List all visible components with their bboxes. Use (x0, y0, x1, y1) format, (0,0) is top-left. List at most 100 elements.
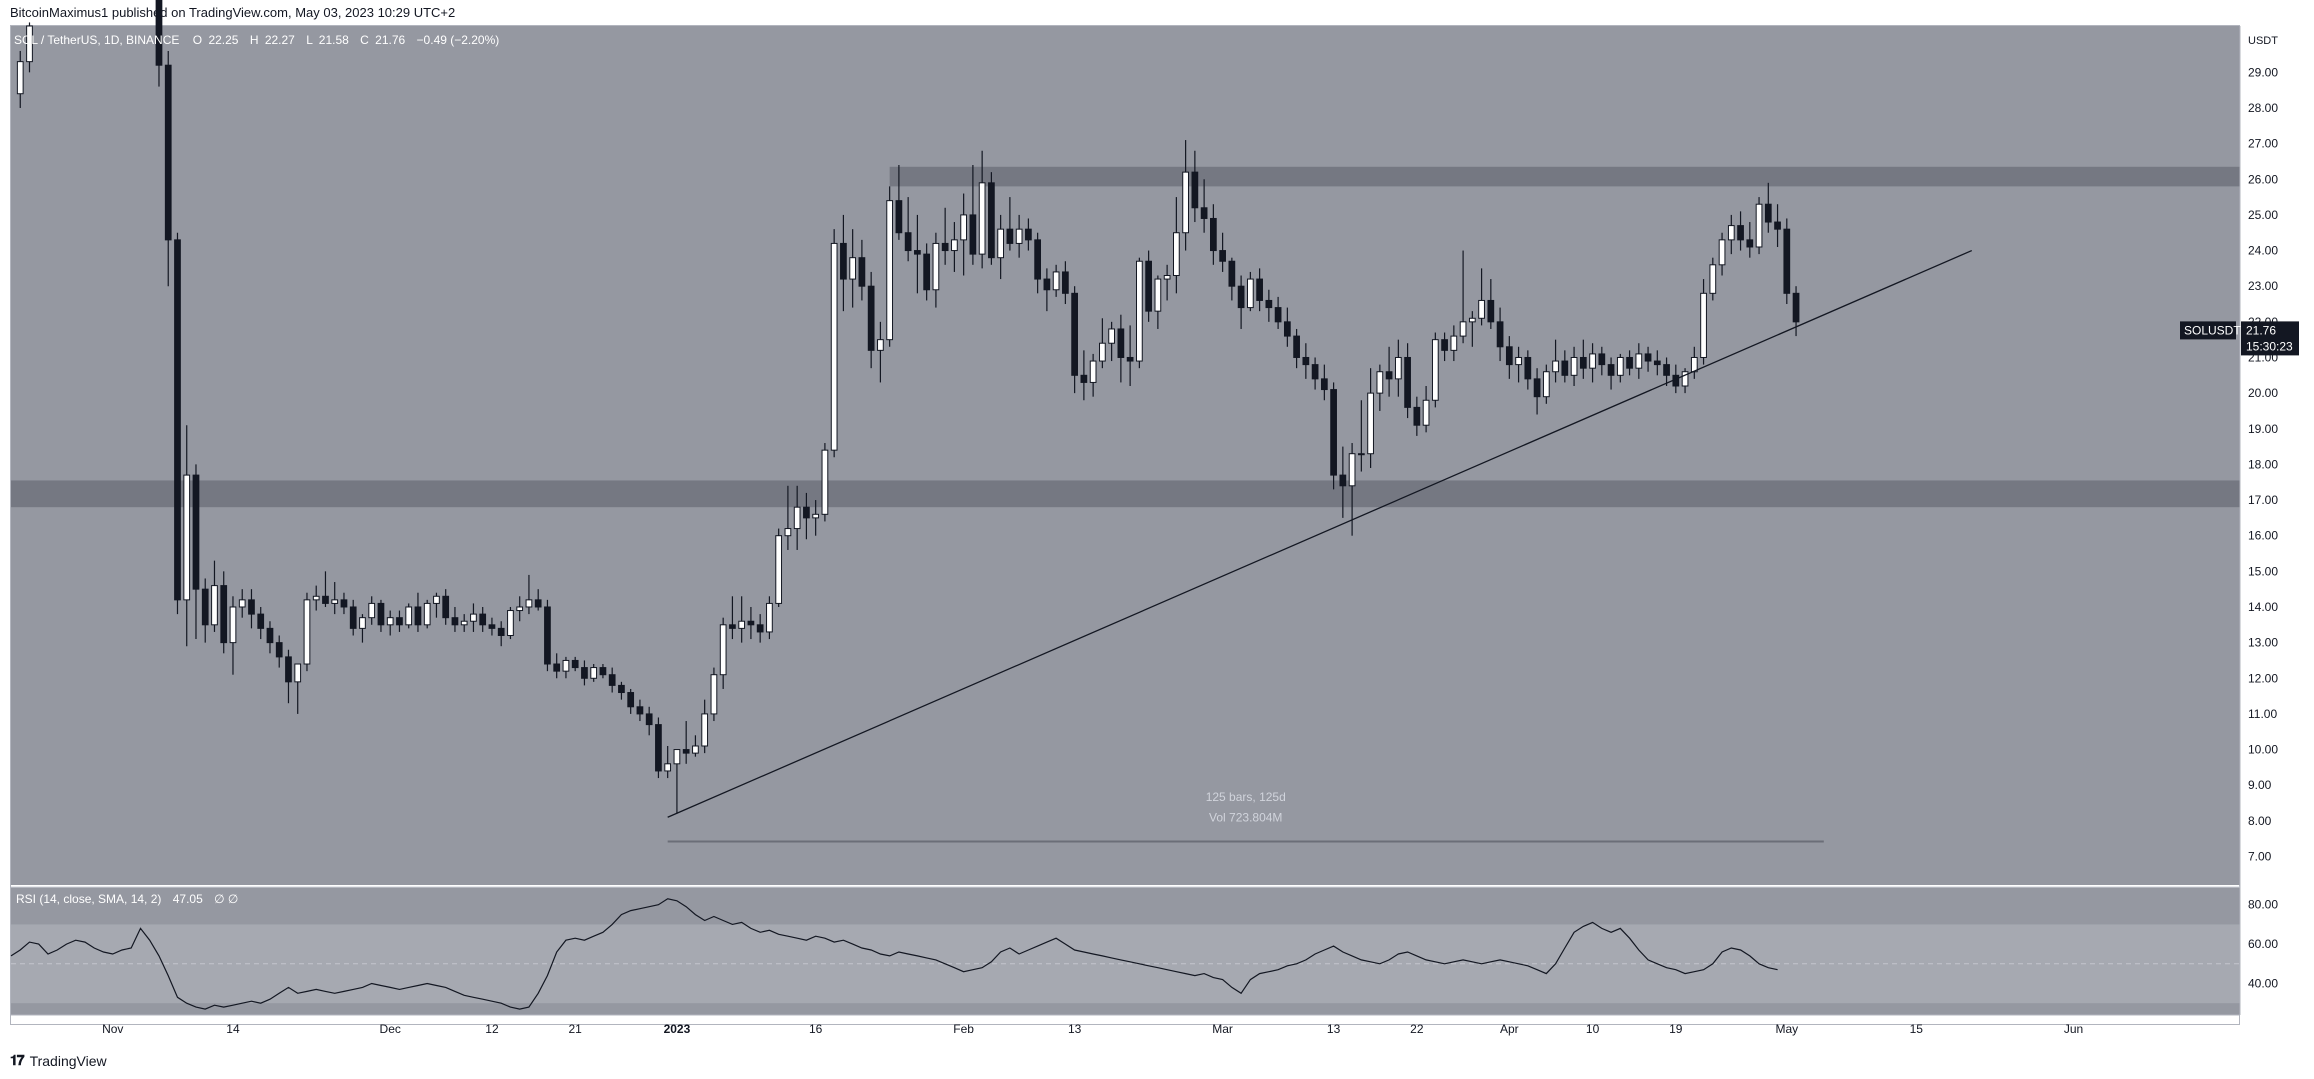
candle (16, 50, 24, 108)
candle (414, 592, 422, 632)
candle-body (470, 613, 477, 622)
time-tick: 13 (1327, 1022, 1341, 1036)
candle-body (793, 506, 801, 530)
candle (497, 621, 505, 647)
candle-body (433, 595, 440, 604)
candle (1367, 368, 1374, 468)
candle-body (1626, 356, 1633, 369)
footer-brand: TradingView (29, 1052, 107, 1069)
candle-body (1015, 228, 1023, 244)
publisher-header: BitcoinMaximus1 published on TradingView… (10, 5, 456, 20)
candle (923, 243, 931, 301)
candle-body (544, 606, 551, 665)
candle-body (211, 585, 218, 626)
price-tick: 29.00 (2248, 65, 2278, 79)
candle-body (1191, 171, 1199, 209)
candle-body (349, 606, 357, 629)
candle-body (941, 242, 949, 252)
candle (368, 596, 376, 625)
candle (895, 165, 903, 240)
candle (729, 596, 736, 640)
candle-body (312, 595, 320, 601)
legend-high-label: H (250, 33, 259, 47)
candle-body (1755, 203, 1763, 248)
candle-body (507, 610, 514, 636)
legend-close-value: 21.76 (375, 33, 405, 47)
symbol-legend[interactable]: SOL / TetherUS, 1D, BINANCE O 22.25 H 22… (14, 33, 499, 47)
candle-body (877, 339, 884, 351)
candle (1459, 250, 1467, 344)
candle (590, 664, 598, 682)
candle (858, 239, 866, 301)
time-tick: Dec (380, 1022, 401, 1036)
price-tick: 9.00 (2248, 778, 2272, 792)
candle-body (303, 599, 311, 665)
candle (1080, 350, 1088, 401)
time-tick: Feb (953, 1022, 974, 1036)
time-tick: Apr (1500, 1022, 1519, 1036)
candle (1542, 364, 1550, 404)
last-price-tag: SOLUSDT 21.76 15:30:23 (2180, 321, 2299, 356)
candle-body (275, 642, 283, 658)
price-tick: 25.00 (2248, 208, 2278, 222)
candle (812, 500, 820, 536)
candle-body (1126, 356, 1134, 362)
candle (627, 688, 635, 714)
candle-body (1579, 356, 1587, 369)
price-tick: 12.00 (2248, 671, 2278, 685)
candle (886, 186, 894, 347)
ascending-trendline[interactable] (667, 249, 1973, 818)
footer[interactable]: 𝟏𝟕 TradingView (10, 1052, 107, 1069)
candle (1357, 400, 1365, 472)
candle (1644, 346, 1652, 372)
candle-body (673, 749, 681, 765)
candle (1117, 314, 1125, 383)
candle-body (460, 620, 468, 626)
symbol-tag-background (2180, 321, 2236, 340)
candle (1524, 350, 1532, 390)
candle-body (1515, 356, 1522, 366)
candle (1663, 357, 1670, 386)
candle (442, 589, 450, 625)
rsi-legend[interactable]: RSI (14, close, SMA, 14, 2) 47.05 ∅ ∅ (16, 892, 238, 906)
candle (784, 485, 792, 550)
candle-body (1635, 353, 1643, 369)
candle (1293, 328, 1300, 369)
candle (821, 443, 829, 522)
candle-body (1459, 321, 1467, 337)
candle (877, 321, 884, 383)
candle (174, 232, 181, 615)
candle (803, 492, 810, 540)
candle-body (201, 588, 209, 626)
candle (1274, 296, 1282, 329)
candle (248, 589, 255, 629)
candle (1755, 197, 1763, 255)
candle (1256, 268, 1263, 312)
candle-body (1163, 275, 1171, 280)
candle (1209, 204, 1217, 265)
price-tick: 28.00 (2248, 101, 2278, 115)
price-tick: 19.00 (2248, 422, 2278, 436)
candle (1246, 271, 1254, 312)
candle (997, 214, 1005, 280)
candle (1709, 257, 1717, 301)
candle (793, 485, 801, 550)
candle (303, 592, 311, 672)
legend-high-value: 22.27 (265, 33, 295, 47)
candle (1126, 325, 1134, 386)
candle (516, 596, 524, 622)
candle (1496, 307, 1504, 362)
candle (396, 610, 403, 632)
candle-body (405, 606, 413, 626)
svg-text:SOL / TetherUS, 1D, BINANCE: SOL / TetherUS, 1D, BINANCE O 22.25 H 22… (14, 33, 499, 47)
symbol-tag: SOLUSDT (2184, 323, 2241, 337)
candle-body (636, 706, 644, 715)
candle (738, 596, 746, 643)
candle-body (294, 663, 302, 683)
candle (1737, 211, 1744, 251)
candle (1468, 311, 1476, 347)
candle (1746, 222, 1754, 258)
candle (1136, 257, 1143, 369)
tradingview-logo-icon: 𝟏𝟕 (10, 1052, 25, 1068)
